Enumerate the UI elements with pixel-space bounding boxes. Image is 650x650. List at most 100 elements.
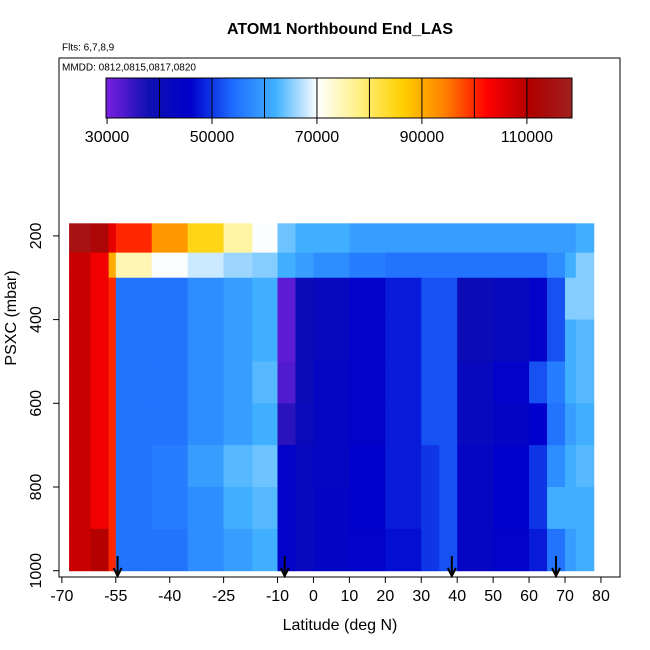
chart-title: ATOM1 Northbound End_LAS	[227, 21, 453, 38]
heatmap-cell	[187, 403, 225, 446]
heatmap-cell	[575, 252, 595, 279]
heatmap-cell	[547, 252, 566, 279]
heatmap-cell	[349, 223, 386, 254]
heatmap-cell	[493, 252, 530, 279]
heatmap-cell	[151, 403, 189, 446]
heatmap-cell	[187, 252, 225, 279]
heatmap-cell	[277, 277, 296, 321]
heatmap-cell	[108, 487, 117, 530]
heatmap-cell	[295, 445, 314, 488]
heatmap-cell	[547, 277, 566, 321]
heatmap-cell	[108, 252, 117, 279]
heatmap-cell	[421, 319, 440, 362]
y-tick-label: 800	[28, 474, 45, 501]
heatmap-cell	[277, 487, 296, 530]
heatmap-cell	[69, 252, 92, 279]
heatmap-cell	[223, 252, 253, 279]
heatmap-cell	[457, 252, 494, 279]
heatmap-cell	[69, 487, 92, 530]
heatmap-cell	[349, 361, 386, 404]
heatmap-cell	[151, 252, 189, 279]
heatmap-cell	[529, 445, 548, 488]
heatmap-cell	[421, 403, 440, 446]
heatmap-cell	[547, 223, 566, 254]
heatmap-cell	[565, 361, 577, 404]
heatmap-cell	[457, 361, 494, 404]
arrow-marker	[279, 556, 290, 579]
heatmap-cell	[421, 252, 440, 279]
heatmap-cell	[108, 319, 117, 362]
heatmap-cell	[69, 403, 92, 446]
heatmap-cell	[295, 252, 314, 279]
heatmap-cell	[349, 403, 386, 446]
heatmap-cell	[90, 319, 110, 362]
heatmap-cell	[295, 361, 314, 404]
heatmap-cell	[277, 445, 296, 488]
heatmap-cell	[223, 487, 253, 530]
heatmap-cell	[277, 403, 296, 446]
heatmap-cell	[313, 403, 350, 446]
heatmap-cell	[385, 319, 422, 362]
heatmap-cell	[115, 319, 153, 362]
arrow-marker	[446, 556, 457, 579]
heatmap-cell	[493, 361, 530, 404]
heatmap-cell	[565, 319, 577, 362]
heatmap-cell	[421, 361, 440, 404]
heatmap-cell	[457, 223, 494, 254]
heatmap-cell	[565, 252, 577, 279]
heatmap-cell	[529, 223, 548, 254]
heatmap-cell	[277, 361, 296, 404]
x-tick-label: -10	[266, 588, 289, 605]
heatmap-cell	[529, 319, 548, 362]
heatmap-cell	[223, 528, 253, 572]
heatmap-cell	[151, 361, 189, 404]
heatmap-cell	[457, 277, 494, 321]
heatmap-cell	[223, 319, 253, 362]
heatmap-cell	[575, 223, 595, 254]
heatmap-cell	[439, 445, 458, 488]
heatmap-cell	[313, 252, 350, 279]
heatmap-cell	[493, 528, 530, 572]
heatmap-cell	[457, 319, 494, 362]
heatmap-cell	[69, 319, 92, 362]
heatmap-cell	[421, 528, 440, 572]
y-tick-label: 400	[28, 306, 45, 333]
heatmap-cell	[277, 223, 296, 254]
heatmap-cell	[529, 277, 548, 321]
heatmap-cell	[115, 223, 153, 254]
heatmap-cell	[439, 223, 458, 254]
heatmap-cell	[69, 223, 92, 254]
heatmap-cell	[493, 223, 530, 254]
heatmap-cell	[151, 445, 189, 488]
heatmap-cell	[223, 361, 253, 404]
heatmap-cell	[252, 319, 279, 362]
heatmap-cell	[108, 445, 117, 488]
heatmap-cell	[223, 403, 253, 446]
heatmap-cell	[69, 445, 92, 488]
heatmap-cell	[575, 528, 595, 572]
heatmap-cell	[349, 319, 386, 362]
heatmap-cell	[565, 223, 577, 254]
x-tick-label: -40	[158, 588, 181, 605]
heatmap-cell	[565, 487, 577, 530]
heatmap-cell	[295, 403, 314, 446]
heatmap-cell	[115, 252, 153, 279]
heatmap-cell	[493, 403, 530, 446]
heatmap-cell	[151, 223, 189, 254]
heatmap-cell	[439, 361, 458, 404]
heatmap-cell	[313, 487, 350, 530]
heatmap-cell	[385, 487, 422, 530]
heatmap-cell	[439, 403, 458, 446]
arrow-marker	[551, 556, 561, 579]
heatmap-cell	[252, 252, 279, 279]
heatmap-cell	[349, 445, 386, 488]
heatmap-cell	[151, 319, 189, 362]
heatmap-cell	[349, 252, 386, 279]
colorbar-tick-label: 30000	[85, 129, 130, 146]
heatmap-cell	[69, 528, 92, 572]
heatmap-cell	[223, 445, 253, 488]
heatmap-cell	[187, 319, 225, 362]
heatmap-cell	[90, 445, 110, 488]
heatmap-cell	[187, 487, 225, 530]
arrow-marker	[112, 556, 123, 579]
